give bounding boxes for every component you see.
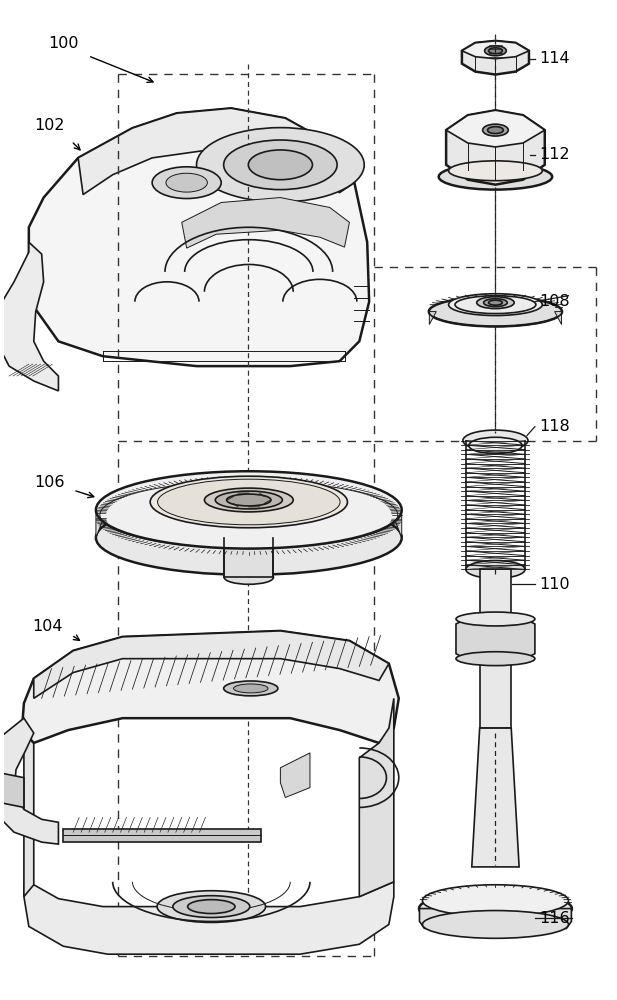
Text: 100: 100	[49, 36, 79, 51]
Ellipse shape	[456, 612, 535, 626]
Text: 114: 114	[539, 51, 569, 66]
Ellipse shape	[215, 491, 283, 509]
Ellipse shape	[477, 297, 514, 309]
Polygon shape	[472, 728, 519, 867]
Polygon shape	[78, 108, 354, 195]
Polygon shape	[0, 773, 24, 807]
Ellipse shape	[423, 885, 568, 916]
Ellipse shape	[157, 479, 340, 525]
Polygon shape	[420, 909, 571, 928]
Text: 106: 106	[34, 475, 64, 490]
Ellipse shape	[429, 297, 562, 326]
Polygon shape	[182, 198, 349, 248]
Polygon shape	[29, 108, 369, 366]
Polygon shape	[24, 708, 34, 897]
Polygon shape	[446, 110, 545, 147]
Ellipse shape	[487, 127, 503, 134]
Ellipse shape	[484, 299, 507, 307]
Polygon shape	[0, 718, 59, 844]
Polygon shape	[395, 510, 402, 538]
Polygon shape	[555, 312, 561, 324]
Ellipse shape	[423, 911, 568, 938]
Polygon shape	[0, 242, 59, 391]
Polygon shape	[456, 614, 535, 664]
Polygon shape	[64, 829, 260, 842]
Text: 118: 118	[539, 419, 569, 434]
Ellipse shape	[466, 560, 525, 578]
Polygon shape	[24, 882, 394, 954]
Ellipse shape	[223, 140, 337, 190]
Text: 102: 102	[34, 118, 64, 133]
Ellipse shape	[233, 684, 268, 693]
Ellipse shape	[96, 471, 402, 549]
Ellipse shape	[449, 161, 542, 181]
Ellipse shape	[489, 48, 502, 54]
Polygon shape	[462, 41, 529, 75]
Polygon shape	[359, 698, 394, 897]
Ellipse shape	[224, 570, 273, 584]
Ellipse shape	[248, 150, 312, 180]
Ellipse shape	[166, 173, 207, 192]
Text: 112: 112	[539, 147, 569, 162]
Ellipse shape	[469, 437, 522, 454]
Ellipse shape	[419, 891, 572, 926]
Ellipse shape	[96, 500, 402, 575]
Polygon shape	[479, 569, 511, 728]
Ellipse shape	[204, 488, 293, 512]
Text: 116: 116	[539, 911, 569, 926]
Ellipse shape	[223, 681, 278, 696]
Ellipse shape	[188, 900, 235, 914]
Text: 110: 110	[539, 577, 569, 592]
Polygon shape	[462, 41, 529, 59]
Text: 108: 108	[539, 294, 569, 309]
Ellipse shape	[489, 300, 502, 305]
Polygon shape	[96, 510, 103, 538]
Polygon shape	[280, 753, 310, 798]
Ellipse shape	[197, 128, 364, 202]
Ellipse shape	[484, 46, 507, 56]
Polygon shape	[224, 538, 273, 577]
Ellipse shape	[482, 124, 508, 136]
Polygon shape	[429, 312, 436, 324]
Ellipse shape	[439, 164, 552, 190]
Text: 104: 104	[32, 619, 62, 634]
Ellipse shape	[449, 294, 542, 316]
Ellipse shape	[226, 494, 271, 506]
Ellipse shape	[150, 476, 347, 528]
Ellipse shape	[455, 296, 536, 314]
Ellipse shape	[456, 652, 535, 666]
Ellipse shape	[173, 896, 250, 917]
Ellipse shape	[157, 891, 265, 922]
Polygon shape	[22, 631, 399, 743]
Polygon shape	[34, 631, 389, 698]
Ellipse shape	[463, 430, 528, 451]
Ellipse shape	[152, 167, 222, 199]
Polygon shape	[446, 110, 545, 185]
